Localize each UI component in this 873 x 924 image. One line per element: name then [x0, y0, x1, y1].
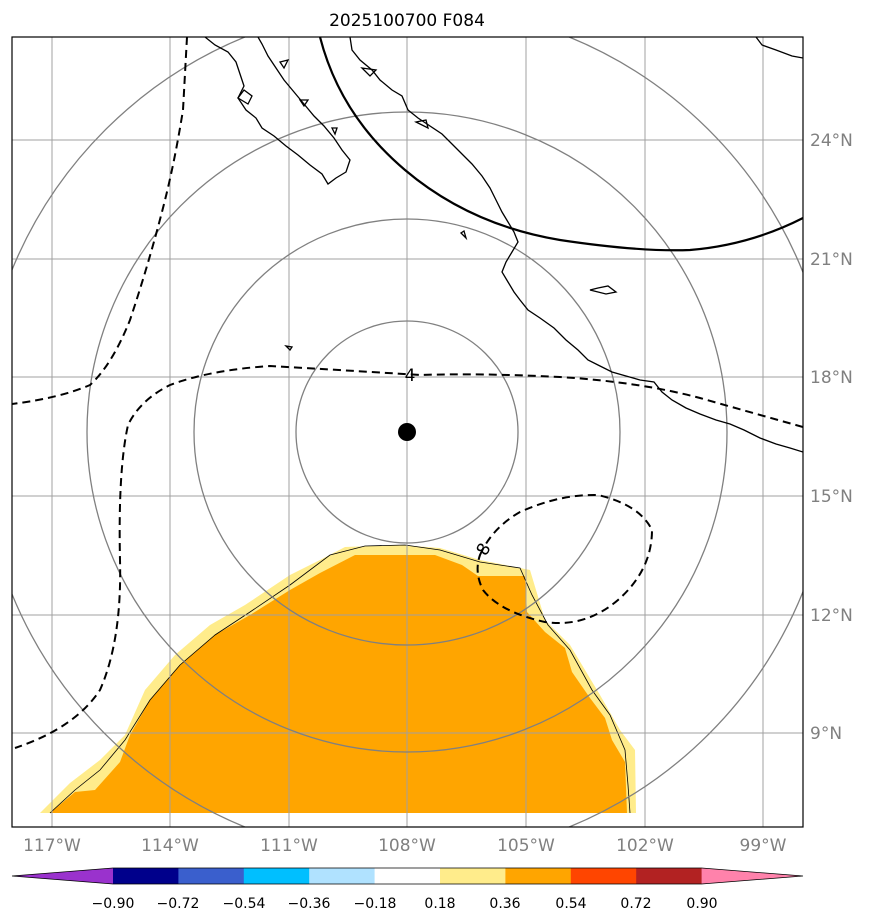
lat-label-12n: 12°N — [810, 606, 853, 626]
colorbar-segment — [505, 868, 572, 884]
plot-border — [11, 36, 804, 828]
dashed-contours — [12, 37, 803, 749]
colorbar-extension-left — [12, 868, 113, 884]
colorbar-tick: −0.90 — [92, 896, 135, 912]
lon-label-111w: 111°W — [260, 836, 318, 856]
colorbar-tick-labels: −0.90 −0.72 −0.54 −0.36 −0.18 0.18 0.36 … — [92, 896, 718, 912]
coastlines — [204, 37, 803, 453]
lon-label-99w: 99°W — [740, 836, 787, 856]
lon-label-114w: 114°W — [141, 836, 199, 856]
longitude-gridlines — [51, 37, 764, 827]
contour-label-4: 4 — [405, 366, 416, 386]
colorbar-segment — [636, 868, 703, 884]
colorbar-segment — [113, 868, 179, 884]
longitude-labels: 117°W 114°W 111°W 108°W 105°W 102°W 99°W — [23, 836, 787, 856]
lat-label-15n: 15°N — [810, 487, 853, 507]
colorbar-segment — [178, 868, 245, 884]
colorbar-segment — [243, 868, 310, 884]
colorbar-tick: −0.36 — [288, 896, 331, 912]
colorbar-outline — [11, 867, 804, 885]
lat-label-9n: 9°N — [810, 724, 842, 744]
baja-california-coast — [204, 37, 351, 185]
lat-label-24n: 24°N — [810, 131, 853, 151]
colorbar-tick: −0.72 — [157, 896, 200, 912]
colorbar-segment — [570, 868, 637, 884]
solid-contour — [318, 37, 803, 252]
lat-label-21n: 21°N — [810, 250, 853, 270]
storm-center-marker — [398, 423, 416, 441]
field-outline — [49, 544, 631, 814]
lat-label-18n: 18°N — [810, 368, 853, 388]
plot-area: 4 8 — [12, 37, 803, 827]
colorbar-tick: 0.90 — [686, 896, 717, 912]
colorbar-extension-right — [701, 868, 803, 884]
lon-label-108w: 108°W — [378, 836, 436, 856]
colorbar-segment — [440, 868, 506, 884]
colorbar-tick: −0.54 — [223, 896, 266, 912]
colorbar-segment — [374, 868, 441, 884]
contour-label-8: 8 — [473, 540, 496, 559]
lon-label-105w: 105°W — [497, 836, 555, 856]
figure-title: 2025100700 F084 — [329, 11, 485, 31]
mainland-mexico-coast — [349, 37, 803, 453]
latitude-labels: 24°N 21°N 18°N 15°N 12°N 9°N — [810, 131, 853, 744]
range-rings — [12, 37, 803, 827]
colorbar-tick: 0.18 — [424, 896, 455, 912]
colorbar-segment — [309, 868, 376, 884]
colorbar-tick: 0.36 — [489, 896, 520, 912]
field-main-fill — [50, 555, 627, 813]
colorbar-tick: 0.54 — [555, 896, 586, 912]
colorbar-tick: −0.18 — [354, 896, 397, 912]
colorbar — [11, 867, 804, 885]
colorbar-tick: 0.72 — [620, 896, 651, 912]
lon-label-102w: 102°W — [616, 836, 674, 856]
lon-label-117w: 117°W — [23, 836, 81, 856]
